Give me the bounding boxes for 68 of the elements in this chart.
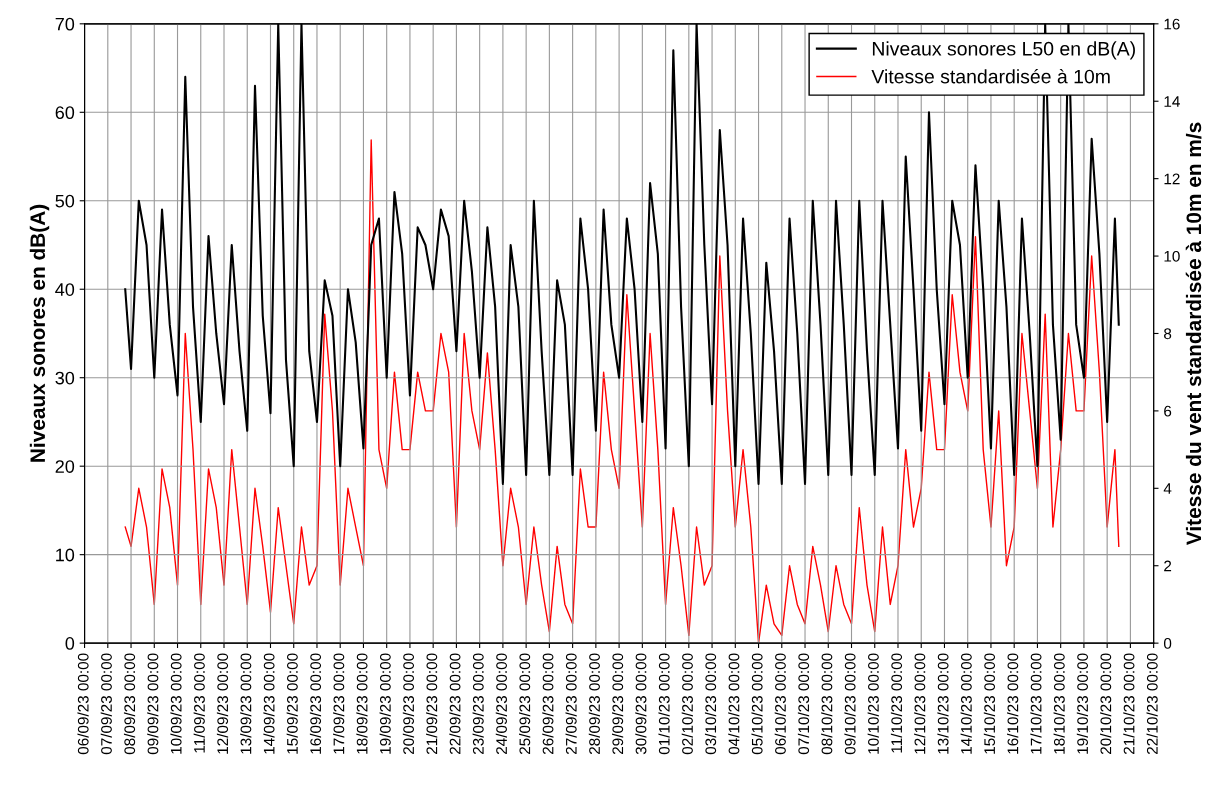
x-tick-label: 23/09/23 00:00 xyxy=(472,653,484,755)
x-tick-label: 25/09/23 00:00 xyxy=(519,653,531,755)
x-tick-label: 03/10/23 00:00 xyxy=(704,653,717,755)
x-tick-label: 21/09/23 00:00 xyxy=(426,653,438,755)
x-tick-label: 10/09/23 00:00 xyxy=(170,653,182,754)
y2-tick-label: 6 xyxy=(1164,405,1172,417)
x-tick-label: 18/10/23 00:00 xyxy=(1053,653,1065,754)
x-tick-label: 27/09/23 00:00 xyxy=(565,653,577,755)
x-tick-label: 15/09/23 00:00 xyxy=(286,653,298,754)
legend-label: Vitesse standardisée à 10m xyxy=(871,68,1110,84)
y-tick-label: 20 xyxy=(55,460,75,473)
x-tick-label: 11/09/23 00:00 xyxy=(193,653,205,753)
x-tick-label: 29/09/23 00:00 xyxy=(611,653,624,755)
y-tick-label: 70 xyxy=(55,17,75,31)
x-tick-label: 18/09/23 00:00 xyxy=(356,653,368,754)
y-tick-label: 50 xyxy=(55,194,75,208)
x-tick-label: 09/10/23 00:00 xyxy=(844,653,856,755)
y-tick-label: 30 xyxy=(55,371,75,385)
y2-tick-label: 16 xyxy=(1164,18,1180,30)
x-tick-label: 15/10/23 00:00 xyxy=(983,653,996,754)
x-tick-label: 10/10/23 00:00 xyxy=(867,653,879,754)
x-tick-label: 04/10/23 00:00 xyxy=(728,653,740,755)
x-tick-label: 17/09/23 00:00 xyxy=(333,653,345,754)
y2-tick-label: 8 xyxy=(1164,328,1172,340)
x-tick-label: 30/09/23 00:00 xyxy=(635,653,647,755)
x-tick-label: 24/09/23 00:00 xyxy=(495,653,507,755)
x-tick-label: 02/10/23 00:00 xyxy=(681,653,693,755)
x-tick-label: 28/09/23 00:00 xyxy=(588,653,600,755)
x-tick-label: 16/09/23 00:00 xyxy=(309,653,322,754)
x-tick-label: 11/10/23 00:00 xyxy=(890,653,903,753)
y2-tick-label: 14 xyxy=(1164,96,1180,107)
y-tick-label: 10 xyxy=(56,548,75,562)
x-tick-label: 19/10/23 00:00 xyxy=(1076,653,1089,754)
y2-tick-label: 12 xyxy=(1164,173,1180,185)
x-tick-label: 01/10/23 00:00 xyxy=(658,653,670,755)
x-tick-label: 22/09/23 00:00 xyxy=(449,653,461,755)
x-tick-label: 20/09/23 00:00 xyxy=(402,653,415,755)
x-tick-label: 12/09/23 00:00 xyxy=(216,653,229,754)
x-tick-label: 08/10/23 00:00 xyxy=(821,653,833,755)
x-tick-label: 14/10/23 00:00 xyxy=(960,653,972,754)
y2-tick-label: 10 xyxy=(1164,250,1180,262)
x-tick-label: 19/09/23 00:00 xyxy=(379,653,391,754)
y-axis-title: Niveaux sonores en dB(A) xyxy=(29,204,50,462)
y2-tick-label: 4 xyxy=(1163,483,1172,494)
x-tick-label: 13/09/23 00:00 xyxy=(240,653,252,754)
x-tick-label: 07/09/23 00:00 xyxy=(100,653,112,755)
x-tick-label: 26/09/23 00:00 xyxy=(542,653,554,755)
x-tick-label: 21/10/23 00:00 xyxy=(1123,653,1135,755)
y-tick-label: 0 xyxy=(65,637,75,650)
x-tick-label: 12/10/23 00:00 xyxy=(914,653,926,754)
x-tick-label: 06/10/23 00:00 xyxy=(774,653,786,755)
x-tick-label: 08/09/23 00:00 xyxy=(123,653,136,755)
y2-tick-label: 2 xyxy=(1164,560,1172,572)
x-tick-label: 20/10/23 00:00 xyxy=(1100,653,1112,755)
x-tick-label: 09/09/23 00:00 xyxy=(147,653,159,755)
y-tick-label: 60 xyxy=(55,106,75,120)
x-tick-label: 14/09/23 00:00 xyxy=(263,653,275,754)
y-tick-label: 40 xyxy=(55,283,75,296)
x-tick-label: 22/10/23 00:00 xyxy=(1146,653,1158,755)
x-tick-label: 07/10/23 00:00 xyxy=(797,653,810,755)
y2-tick-label: 0 xyxy=(1163,638,1172,649)
x-tick-label: 17/10/23 00:00 xyxy=(1030,653,1042,754)
legend-label: Niveaux sonores L50 en dB(A) xyxy=(872,41,1135,60)
x-tick-label: 13/10/23 00:00 xyxy=(937,653,949,754)
y2-axis-title: Vitesse du vent standardisée à 10m en m/s xyxy=(1185,122,1202,546)
x-tick-label: 05/10/23 00:00 xyxy=(751,653,763,755)
x-tick-label: 06/09/23 00:00 xyxy=(77,653,89,755)
x-tick-label: 16/10/23 00:00 xyxy=(1007,653,1019,754)
